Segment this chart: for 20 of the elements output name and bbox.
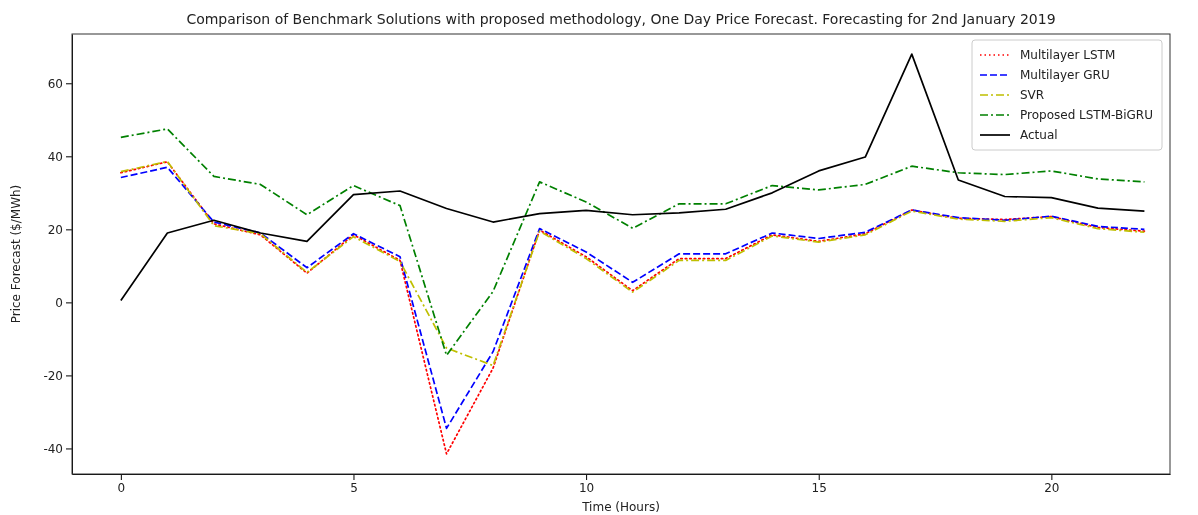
legend-label: SVR xyxy=(1020,88,1045,102)
y-tick-label: 0 xyxy=(55,295,63,310)
x-tick-label: 20 xyxy=(1044,480,1060,495)
y-tick-label: 20 xyxy=(47,222,63,237)
legend-label: Actual xyxy=(1020,128,1058,142)
y-tick-label: -40 xyxy=(43,441,63,456)
y-tick-label: -20 xyxy=(43,368,63,383)
y-axis-title: Price Forecast ($/MWh) xyxy=(9,184,23,324)
y-tick-label: 60 xyxy=(47,76,63,91)
x-axis-title: Time (Hours) xyxy=(581,500,660,514)
y-tick-label: 40 xyxy=(47,149,63,164)
x-tick-label: 0 xyxy=(117,480,126,495)
x-tick-label: 5 xyxy=(350,480,358,495)
legend-label: Proposed LSTM-BiGRU xyxy=(1020,108,1153,122)
x-tick-label: 15 xyxy=(811,480,827,495)
legend-label: Multilayer LSTM xyxy=(1020,48,1116,62)
x-tick-label: 10 xyxy=(578,480,595,495)
chart-title: Comparison of Benchmark Solutions with proposed methodology, One Day Price Forecast. Forecasting for 2nd January 2019 xyxy=(186,11,1056,27)
legend-label: Multilayer GRU xyxy=(1020,68,1110,82)
line-series xyxy=(120,160,1146,367)
